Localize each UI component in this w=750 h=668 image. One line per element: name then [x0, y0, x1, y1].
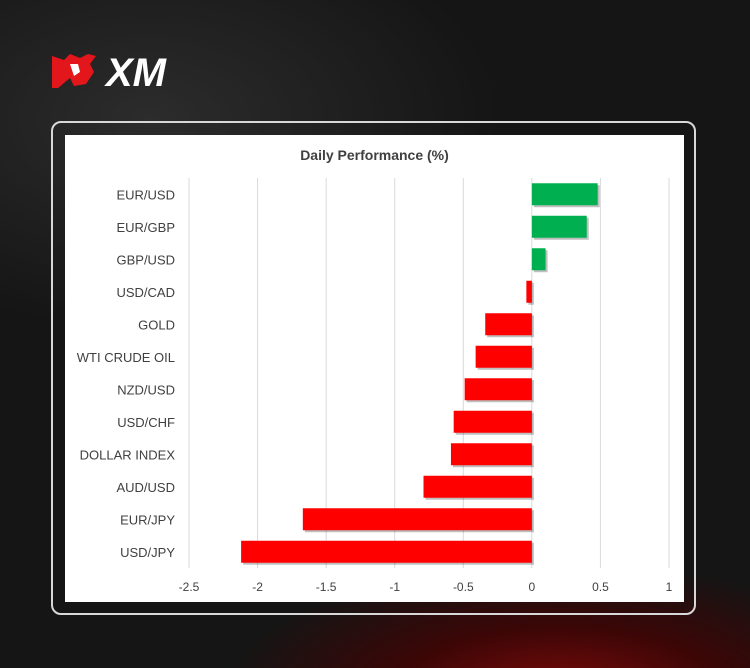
xm-logo: XM [52, 51, 168, 92]
bar-eur-usd [531, 183, 598, 206]
x-tick-label: 1 [666, 580, 673, 594]
chart-area: Daily Performance (%) -2.5 -2 -1.5 -1 -0.5 0 0… [65, 135, 684, 602]
bar-eur-jpy [302, 508, 532, 531]
bar-aud-usd [423, 475, 532, 498]
x-tick-label: 0 [529, 580, 536, 594]
x-tick-label: -1 [389, 580, 400, 594]
bar-gold [485, 313, 532, 336]
bar-eur-gbp [531, 215, 587, 238]
category-label: USD/CAD [116, 285, 175, 300]
category-label: GBP/USD [116, 252, 175, 267]
category-label: EUR/GBP [116, 220, 175, 235]
chart-card [51, 121, 696, 615]
bar-usd-cad [526, 280, 532, 303]
bar-gbp-usd [531, 248, 546, 271]
category-label: DOLLAR INDEX [80, 447, 176, 462]
bar-nzd-usd [464, 378, 532, 401]
category-label: EUR/JPY [120, 512, 175, 527]
bar-usd-jpy [241, 540, 532, 563]
bar-chart: -2.5 -2 -1.5 -1 -0.5 0 0.5 1 EUR/USD EUR/GBP GBP/U… [77, 178, 673, 594]
category-label: USD/CHF [117, 415, 175, 430]
category-label: GOLD [138, 317, 175, 332]
x-tick-label: 0.5 [592, 580, 609, 594]
category-label: EUR/USD [116, 187, 175, 202]
svg-text:XM: XM [104, 51, 168, 92]
chart-title: Daily Performance (%) [300, 147, 449, 163]
category-label: USD/JPY [120, 545, 175, 560]
x-tick-label: -2 [252, 580, 263, 594]
bar-wti-crude-oil [475, 345, 532, 368]
x-tick-label: -0.5 [453, 580, 474, 594]
bar-usd-chf [453, 410, 532, 433]
x-tick-label: -1.5 [316, 580, 337, 594]
x-tick-label: -2.5 [179, 580, 200, 594]
category-label: WTI CRUDE OIL [77, 350, 175, 365]
category-label: NZD/USD [117, 382, 175, 397]
bar-dollar-index [450, 443, 532, 466]
category-label: AUD/USD [116, 480, 175, 495]
